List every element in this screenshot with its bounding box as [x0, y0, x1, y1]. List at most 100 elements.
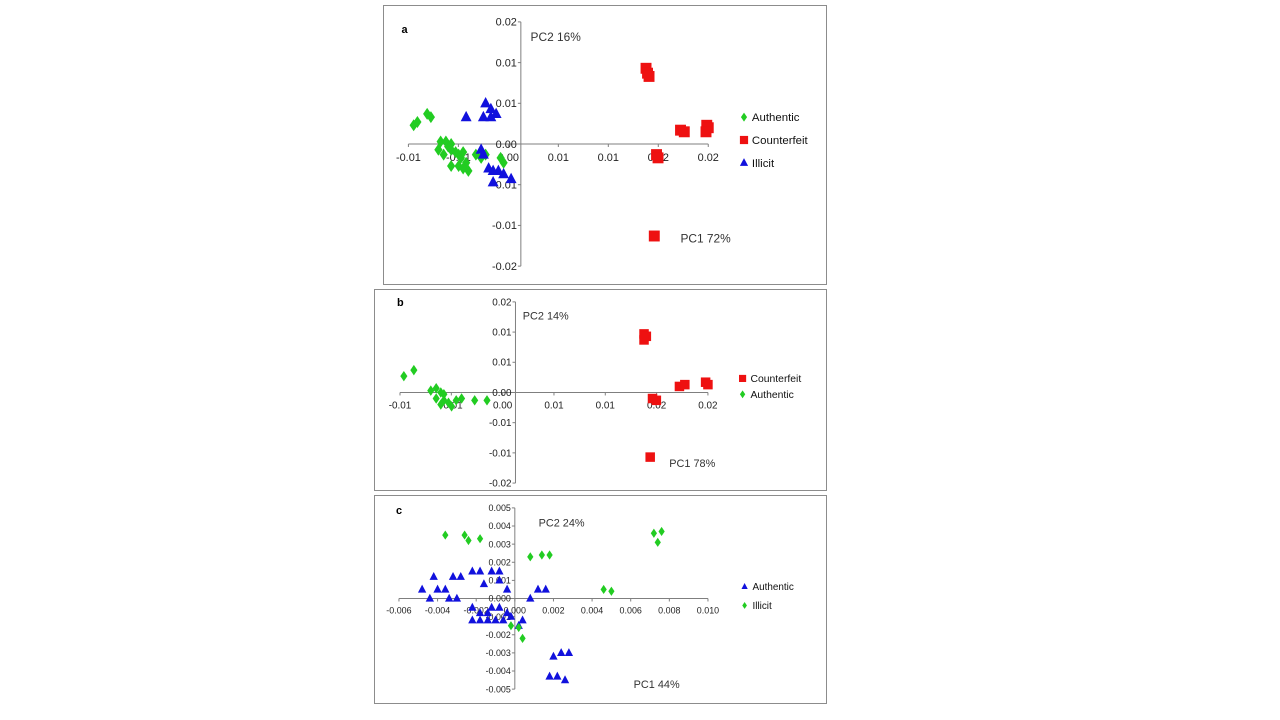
data-point — [456, 571, 465, 580]
data-point — [417, 584, 427, 593]
data-point — [413, 116, 422, 129]
data-point — [643, 70, 655, 82]
y-tick-label: -0.001 — [486, 612, 511, 622]
data-point — [429, 571, 438, 580]
data-point — [564, 648, 574, 657]
data-point — [485, 110, 497, 122]
data-point — [458, 393, 466, 404]
data-point — [545, 671, 554, 680]
x-tick-label: 0.01 — [548, 152, 569, 164]
series-illicit — [442, 526, 665, 643]
y-tick-label: 0.01 — [496, 98, 517, 110]
x-tick-label: 0.02 — [698, 152, 719, 164]
data-point — [658, 526, 665, 537]
data-point — [678, 126, 690, 138]
data-point — [452, 593, 462, 602]
data-point — [527, 552, 534, 562]
legend-marker — [739, 158, 749, 166]
data-point — [560, 675, 570, 684]
legend-label: Authentic — [752, 112, 800, 124]
series-counterfeit — [639, 329, 713, 462]
data-point — [506, 611, 516, 620]
data-point — [680, 379, 690, 390]
data-point — [505, 172, 517, 184]
pc2-label: PC2 16% — [531, 30, 582, 44]
y-tick-label: 0.004 — [489, 521, 511, 531]
chart-c: -0.006 -0.004 -0.002 0.000 0.002 0.004 0.006 0.… — [386, 503, 794, 694]
data-point — [553, 671, 562, 680]
data-point — [476, 534, 484, 544]
data-point — [491, 615, 500, 624]
x-tick-label: -0.01 — [396, 152, 421, 164]
legend-label: Illicit — [752, 158, 775, 170]
data-point — [487, 175, 499, 187]
data-point — [480, 97, 492, 108]
data-point — [533, 584, 543, 593]
data-point — [498, 167, 510, 179]
y-tick-label: -0.004 — [486, 666, 511, 676]
data-point — [425, 593, 435, 602]
panel-letter: a — [401, 24, 408, 36]
data-point — [519, 633, 526, 643]
series-counterfeit — [640, 62, 714, 242]
chart-a: -0.01-0.010.000.010.010.020.020.020.010.… — [396, 17, 809, 273]
y-tick-label: 0.02 — [496, 17, 517, 29]
data-point — [645, 452, 655, 462]
legend-label: Counterfeit — [752, 135, 809, 147]
data-point — [477, 148, 489, 159]
y-tick-label: 0.01 — [496, 57, 517, 69]
data-point — [650, 528, 658, 538]
data-point — [483, 395, 491, 406]
y-tick-label: -0.003 — [486, 648, 511, 658]
legend-marker — [742, 602, 747, 609]
data-point — [445, 593, 454, 602]
data-point — [674, 381, 685, 392]
series-authentic — [417, 566, 574, 684]
y-tick-label: 0.01 — [492, 358, 512, 369]
data-point — [483, 615, 492, 624]
legend: Counterfeit Authentic — [739, 374, 801, 401]
data-point — [490, 107, 502, 118]
data-point — [461, 530, 468, 540]
x-tick-label: 0.000 — [504, 605, 526, 615]
data-point — [507, 621, 515, 631]
data-point — [475, 566, 485, 575]
data-point — [410, 364, 418, 376]
y-tick-label: 0.003 — [489, 539, 511, 549]
y-tick-label: 0.002 — [489, 557, 511, 567]
data-point — [526, 593, 535, 602]
data-point — [442, 530, 449, 540]
x-tick-label: -0.006 — [386, 605, 411, 615]
x-tick-label: 0.002 — [542, 605, 564, 615]
y-tick-label: -0.01 — [489, 418, 512, 429]
data-point — [487, 602, 496, 611]
legend: Authentic Illicit — [741, 582, 794, 612]
data-point — [475, 615, 485, 624]
data-point — [477, 110, 489, 122]
data-point — [427, 385, 435, 396]
data-point — [549, 651, 558, 660]
legend-label: Counterfeit — [751, 374, 802, 385]
data-point — [432, 393, 440, 404]
x-tick-label: 0.008 — [658, 605, 680, 615]
y-tick-label: -0.005 — [486, 684, 511, 694]
data-point — [439, 148, 448, 161]
legend-marker — [739, 374, 747, 383]
legend-marker — [739, 390, 746, 399]
data-point — [460, 110, 472, 122]
data-point — [483, 608, 492, 617]
x-tick-label: 0.00 — [493, 400, 513, 411]
data-point — [465, 535, 472, 546]
legend-marker — [740, 112, 748, 122]
legend-marker — [739, 135, 749, 145]
y-tick-label: -0.01 — [489, 448, 512, 459]
panel-a: -0.01-0.010.000.010.010.020.020.020.010.… — [383, 5, 827, 285]
data-point — [654, 537, 661, 547]
data-point — [468, 602, 477, 611]
data-point — [518, 615, 527, 624]
data-point — [433, 584, 442, 593]
x-tick-label: -0.01 — [389, 400, 412, 411]
x-tick-label: 0.02 — [647, 400, 666, 411]
data-point — [495, 566, 504, 575]
pc1-label: PC1 78% — [669, 458, 715, 470]
